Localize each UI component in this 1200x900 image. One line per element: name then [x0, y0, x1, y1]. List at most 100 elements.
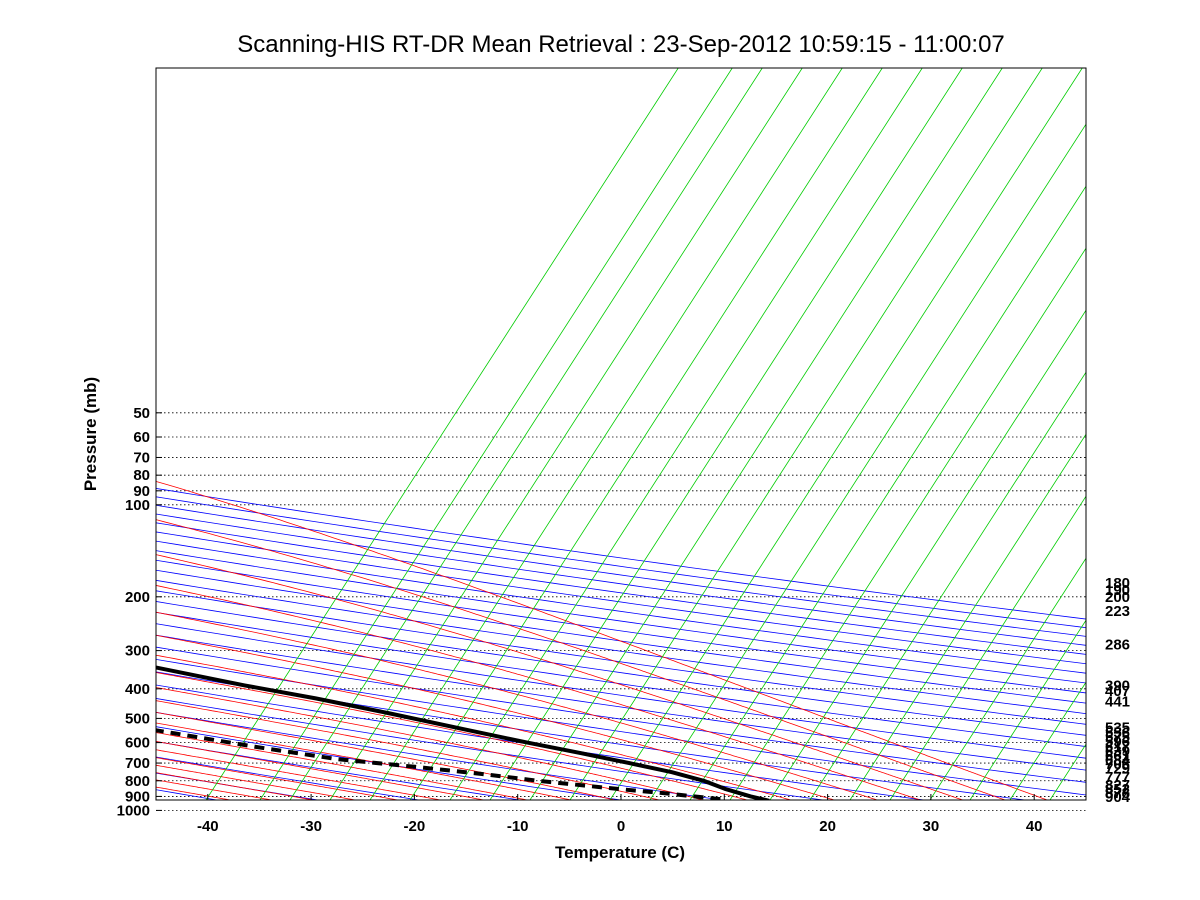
x-axis-ticks: -40 -30 -20 -10 0 10 20 30 40	[197, 794, 1043, 835]
mixing-ratio-line	[205, 68, 679, 800]
mixing-ratio-line	[969, 619, 1086, 800]
dry-adiabat	[156, 634, 1086, 771]
mixing-ratio-line	[289, 68, 763, 800]
y-tick-label: 700	[125, 755, 150, 772]
dry-adiabat	[156, 488, 1086, 620]
y-tick-label: 70	[133, 449, 150, 466]
y-axis-label: Pressure (mb)	[81, 377, 100, 491]
dry-adiabat	[0, 385, 144, 823]
right-pressure-label: 441	[1105, 694, 1130, 711]
x-axis-label: Temperature (C)	[555, 843, 685, 862]
y-tick-label: 100	[125, 497, 150, 514]
moist-adiabat	[156, 634, 836, 800]
right-pressure-label: 827	[1105, 777, 1130, 794]
mixing-ratio-line	[329, 68, 803, 800]
dry-adiabat	[156, 496, 1086, 629]
moist-adiabat	[156, 700, 661, 800]
dewpoint-profile-line	[156, 728, 723, 800]
moist-adiabat	[156, 672, 749, 800]
right-pressure-label: 852	[1105, 781, 1130, 798]
mixing-ratio-line	[529, 68, 1003, 800]
mixing-ratio-line	[569, 68, 1043, 800]
y-tick-label: 800	[125, 773, 150, 790]
y-tick-label: 200	[125, 589, 150, 606]
dry-adiabat	[156, 569, 1086, 704]
x-tick-label: 0	[617, 818, 625, 835]
y-tick-label: 400	[125, 681, 150, 698]
x-tick-label: -40	[197, 818, 219, 835]
y-tick-label: 60	[133, 429, 150, 446]
right-pressure-label: 190	[1105, 582, 1130, 599]
y-tick-label: 900	[125, 788, 150, 805]
right-pressure-label: 286	[1105, 636, 1130, 653]
right-pressure-label: 407	[1105, 683, 1130, 700]
right-pressure-label: 878	[1105, 785, 1130, 802]
moist-adiabat	[156, 711, 617, 800]
y-tick-label: 300	[125, 643, 150, 660]
right-pressure-label: 639	[1105, 743, 1130, 760]
moist-adiabat	[156, 741, 486, 800]
right-pressure-label: 223	[1105, 603, 1130, 620]
right-pressure-label: 535	[1105, 719, 1130, 736]
right-pressure-label: 596	[1105, 734, 1130, 751]
mixing-ratio-line	[769, 309, 1086, 800]
mixing-ratio-line	[609, 68, 1083, 800]
x-tick-label: 20	[819, 818, 836, 835]
dry-adiabat	[156, 658, 1086, 796]
dry-adiabat	[156, 559, 1086, 694]
right-pressure-label: 390	[1105, 677, 1130, 694]
mixing-ratio-line	[489, 68, 963, 800]
x-tick-label: -20	[404, 818, 426, 835]
mixing-ratio-line	[889, 495, 1086, 800]
dry-adiabat	[156, 711, 725, 800]
dry-adiabat	[0, 385, 37, 823]
y-tick-label: 600	[125, 735, 150, 752]
y-tick-label: 90	[133, 483, 150, 500]
mixing-ratio-line	[809, 371, 1086, 800]
right-pressure-label: 777	[1105, 769, 1130, 786]
mixing-ratio-line	[409, 68, 883, 800]
x-tick-label: 40	[1026, 818, 1043, 835]
moist-adiabat	[156, 722, 573, 800]
dry-adiabat	[156, 590, 1086, 725]
dry-adiabat	[156, 550, 1086, 684]
y-tick-label: 500	[125, 710, 150, 727]
dry-adiabat	[156, 531, 1086, 665]
mixing-ratio-line	[729, 247, 1086, 800]
right-pressure-label: 200	[1105, 589, 1130, 606]
dry-adiabat	[156, 504, 1086, 637]
right-pressure-label: 575	[1105, 729, 1130, 746]
mixing-ratio-line	[929, 557, 1086, 800]
right-pressure-label: 904	[1105, 789, 1131, 806]
right-pressure-label: 661	[1105, 747, 1130, 764]
mixing-ratio-line	[449, 68, 923, 800]
dry-adiabat	[156, 698, 826, 800]
mixing-ratio-line	[369, 68, 843, 800]
right-pressure-label: 180	[1105, 575, 1130, 592]
moist-adiabat	[156, 732, 530, 800]
right-pressure-label: 684	[1105, 752, 1131, 769]
mixing-ratio-line	[849, 433, 1086, 800]
dry-adiabat	[156, 513, 1086, 646]
moist-adiabat	[156, 687, 705, 800]
y-tick-label: 80	[133, 467, 150, 484]
y-tick-label: 50	[133, 405, 150, 422]
x-tick-label: -10	[507, 818, 529, 835]
dry-adiabat	[156, 646, 1086, 783]
mixing-ratio-line	[259, 68, 733, 800]
plot-area	[0, 67, 1087, 823]
x-tick-label: 30	[923, 818, 940, 835]
right-pressure-label: 729	[1105, 760, 1130, 777]
dry-adiabat	[156, 522, 1086, 655]
profile-series	[156, 665, 770, 800]
dry-adiabat	[156, 601, 1086, 736]
right-pressure-label: 617	[1105, 738, 1130, 755]
plot-background	[156, 68, 1086, 800]
dry-adiabat	[156, 726, 624, 800]
mixing-ratio-line	[649, 123, 1086, 800]
moist-adiabat	[156, 654, 793, 800]
right-pressure-label: 556	[1105, 724, 1130, 741]
